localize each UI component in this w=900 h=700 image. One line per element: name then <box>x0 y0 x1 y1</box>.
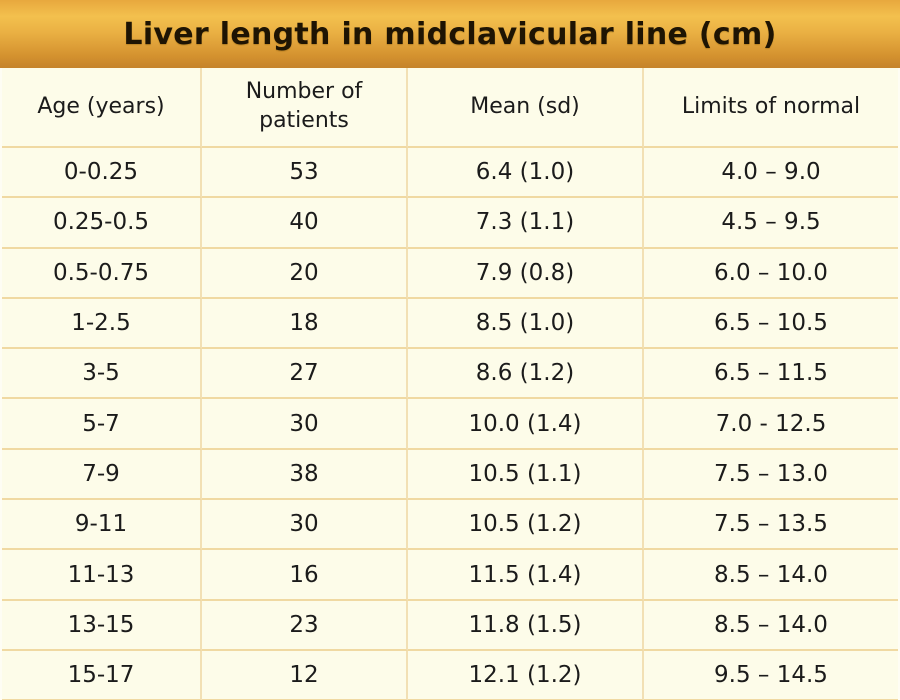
column-header-patients: Number of patients <box>202 68 408 148</box>
table-cell-age: 1-2.5 <box>2 298 202 350</box>
table-cell-patients: 53 <box>202 148 408 199</box>
table-cell-limits: 7.5 – 13.5 <box>644 500 898 551</box>
table-cell-mean: 10.5 (1.2) <box>408 500 644 551</box>
column-header-limits: Limits of normal <box>644 68 898 148</box>
table-cell-limits: 9.5 – 14.5 <box>644 650 898 700</box>
table-cell-age: 0.5-0.75 <box>2 248 202 299</box>
table-cell-limits: 6.5 – 10.5 <box>644 298 898 350</box>
page-title: Liver length in midclavicular line (cm) <box>123 16 777 52</box>
table-cell-patients: 30 <box>202 500 408 551</box>
table-cell-patients: 12 <box>202 650 408 700</box>
table-cell-mean: 10.5 (1.1) <box>408 449 644 501</box>
table-cell-mean: 7.9 (0.8) <box>408 248 644 299</box>
column-header-mean: Mean (sd) <box>408 68 644 148</box>
table-cell-patients: 38 <box>202 449 408 501</box>
table-cell-age: 15-17 <box>2 650 202 700</box>
column-header-age: Age (years) <box>2 68 202 148</box>
table-cell-age: 0-0.25 <box>2 148 202 199</box>
table-cell-patients: 18 <box>202 298 408 350</box>
table-cell-mean: 10.0 (1.4) <box>408 399 644 450</box>
table-cell-mean: 8.5 (1.0) <box>408 298 644 350</box>
table-cell-patients: 16 <box>202 550 408 601</box>
table-cell-mean: 7.3 (1.1) <box>408 198 644 249</box>
table-cell-limits: 8.5 – 14.0 <box>644 600 898 651</box>
table-cell-limits: 7.5 – 13.0 <box>644 449 898 501</box>
table-cell-limits: 6.0 – 10.0 <box>644 248 898 299</box>
table-cell-patients: 27 <box>202 349 408 400</box>
table-cell-patients: 23 <box>202 600 408 651</box>
table-cell-age: 13-15 <box>2 600 202 651</box>
table-cell-limits: 4.0 – 9.0 <box>644 148 898 199</box>
table-cell-age: 5-7 <box>2 399 202 450</box>
table-cell-mean: 6.4 (1.0) <box>408 148 644 199</box>
table-cell-age: 9-11 <box>2 500 202 551</box>
column-header-patients-label: Number of patients <box>245 79 363 133</box>
table-cell-mean: 12.1 (1.2) <box>408 650 644 700</box>
table-cell-limits: 7.0 - 12.5 <box>644 399 898 450</box>
table-cell-patients: 30 <box>202 399 408 450</box>
table-cell-patients: 20 <box>202 248 408 299</box>
table-cell-mean: 11.8 (1.5) <box>408 600 644 651</box>
table-cell-age: 0.25-0.5 <box>2 198 202 249</box>
table-cell-limits: 8.5 – 14.0 <box>644 550 898 601</box>
title-bar: Liver length in midclavicular line (cm) <box>0 0 900 68</box>
table-cell-mean: 8.6 (1.2) <box>408 349 644 400</box>
table-cell-limits: 6.5 – 11.5 <box>644 349 898 400</box>
table-cell-limits: 4.5 – 9.5 <box>644 198 898 249</box>
table-cell-age: 3-5 <box>2 349 202 400</box>
liver-length-table: Age (years) Number of patients Mean (sd)… <box>0 68 900 700</box>
table-cell-mean: 11.5 (1.4) <box>408 550 644 601</box>
table-cell-age: 11-13 <box>2 550 202 601</box>
table-cell-patients: 40 <box>202 198 408 249</box>
table-cell-age: 7-9 <box>2 449 202 501</box>
